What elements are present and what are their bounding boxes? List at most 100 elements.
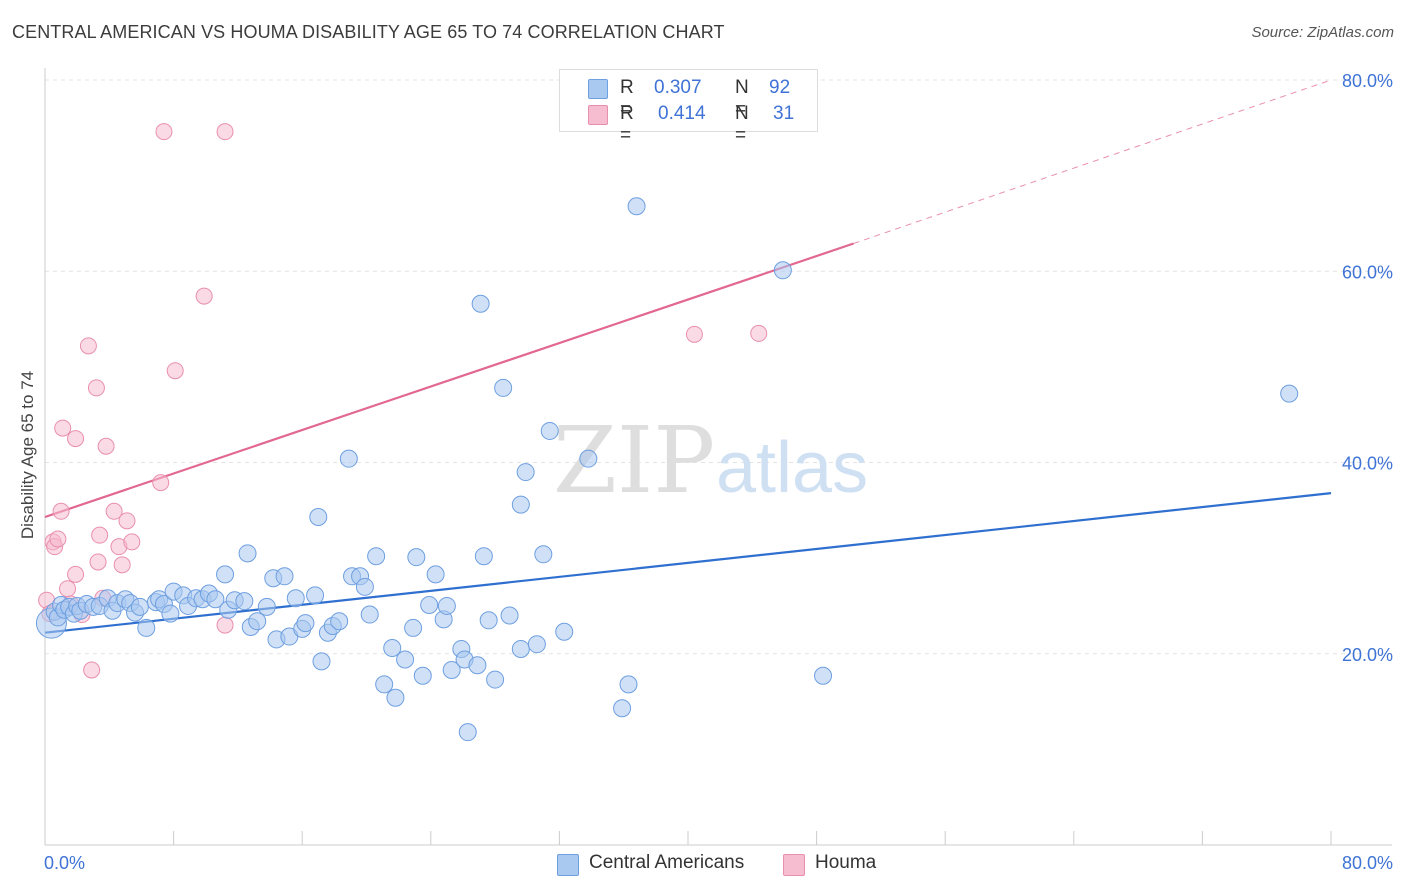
central-americans-point [511,639,530,658]
central-americans-points [35,197,1299,742]
central-americans-point [309,508,328,527]
legend-swatch-pink [588,105,608,125]
houma-point [87,379,105,397]
central-americans-point [238,544,257,563]
grid-lines [45,79,1392,655]
central-americans-point [486,670,505,689]
houma-point [89,553,107,571]
central-americans-point [413,666,432,685]
y-tick-label: 40.0% [1342,454,1393,474]
central-americans-point [773,261,792,280]
central-americans-point [161,604,180,623]
central-americans-point [367,547,386,566]
legend-swatch-blue [588,79,608,99]
central-americans-point [579,449,598,468]
houma-point [155,123,173,141]
houma-point [97,437,115,455]
central-americans-point [312,652,331,671]
central-americans-point [500,606,519,625]
central-americans-point [479,611,498,630]
houma-point [105,502,123,520]
legend-label: Houma [815,852,877,873]
central-americans-point [216,565,235,584]
y-tick-label: 80.0% [1342,71,1393,91]
central-americans-trend-line [44,492,1332,634]
central-americans-point [426,565,445,584]
central-americans-point [407,548,426,567]
central-americans-point [471,294,490,313]
central-americans-point [306,586,325,605]
x-tick-label: 0.0% [44,853,85,873]
houma-point [67,565,85,583]
central-americans-point [516,463,535,482]
houma-trend-extension [853,79,1332,244]
central-americans-point [627,197,646,216]
central-americans-point [130,597,149,616]
r-label: R = [620,103,634,146]
central-americans-point [814,666,833,685]
legend-label: Central Americans [589,852,745,873]
y-axis-label: Disability Age 65 to 74 [18,371,37,539]
central-americans-point [339,449,358,468]
houma-point [83,661,101,679]
central-americans-point [420,595,439,614]
houma-point [216,616,234,634]
central-americans-point [355,577,374,596]
houma-point [52,502,70,520]
central-americans-point [383,639,402,658]
source-label: Source: ZipAtlas.com [1251,24,1394,41]
central-americans-point [534,545,553,564]
central-americans-point [235,592,254,611]
stats-legend: R = 0.307 N = 92 R = 0.414 N = 31 [559,69,818,146]
central-americans-point [442,661,461,680]
houma-point [118,512,136,530]
n-label: N = [735,103,749,146]
central-americans-point [386,688,405,707]
central-americans-point [296,614,315,633]
central-americans-point [458,723,477,742]
legend-swatch-blue [557,854,579,876]
central-americans-point [555,622,574,641]
central-americans-point [619,675,638,694]
legend-swatch-pink [783,854,805,876]
houma-point [152,474,170,492]
n-value: 92 [769,77,791,98]
central-americans-point [474,547,493,566]
y-tick-label: 20.0% [1342,645,1393,665]
houma-point [79,337,97,355]
central-americans-point [206,590,225,609]
houma-point [67,430,85,448]
central-americans-point [511,495,530,514]
central-americans-point [1280,384,1299,403]
houma-point [685,325,703,343]
n-label: N = [735,77,749,120]
central-americans-point [540,421,559,440]
houma-point [166,362,184,380]
central-americans-point [494,378,513,397]
x-tick-label: 80.0% [1342,853,1393,873]
trend-lines [44,79,1332,634]
houma-point [216,123,234,141]
tick-labels: 20.0% 40.0% 60.0% 80.0% 0.0% 80.0% [44,71,1393,873]
axes [44,68,1392,846]
watermark: ZIP atlas [553,407,868,514]
central-americans-point [375,675,394,694]
houma-point [54,419,72,437]
y-tick-label: 60.0% [1342,262,1393,282]
central-americans-point [257,597,276,616]
central-americans-point [527,635,546,654]
houma-point [123,533,141,551]
r-value: 0.414 [658,103,706,124]
houma-point [49,530,67,548]
central-americans-point [137,618,156,637]
central-americans-point [330,612,349,631]
central-americans-point [248,612,267,631]
central-americans-point [275,567,294,586]
n-value: 31 [773,103,795,124]
chart-title: CENTRAL AMERICAN VS HOUMA DISABILITY AGE… [12,22,725,42]
central-americans-point [437,596,456,615]
central-americans-point [360,605,379,624]
central-americans-point [396,650,415,669]
central-americans-point [613,699,632,718]
